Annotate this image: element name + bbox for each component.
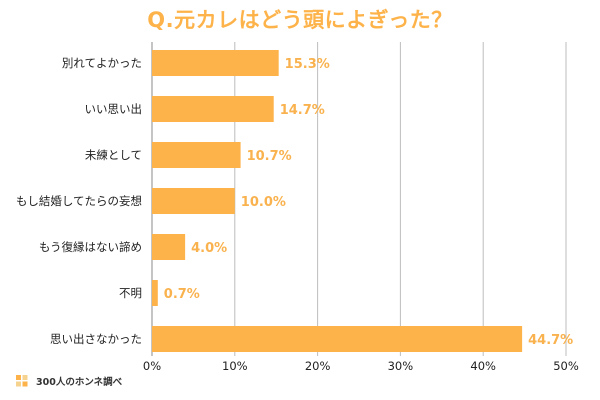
x-axis-ticks: 0% 10% 20% 30% 40% 50% xyxy=(143,359,579,373)
data-label: 10.7% xyxy=(247,149,292,164)
x-tick-label: 20% xyxy=(305,359,331,373)
brand-logo-icon xyxy=(16,375,28,387)
bar xyxy=(152,188,235,214)
category-label: 思い出さなかった xyxy=(50,332,142,346)
bar xyxy=(152,96,274,122)
x-tick-label: 40% xyxy=(470,359,496,373)
x-tick-label: 10% xyxy=(222,359,248,373)
category-label: もし結婚してたらの妄想 xyxy=(16,194,142,208)
data-label: 4.0% xyxy=(191,241,227,256)
bar xyxy=(152,280,158,306)
source-credit: 300人のホンネ調べ xyxy=(16,374,122,388)
bar xyxy=(152,50,279,76)
bar xyxy=(152,234,186,260)
bar xyxy=(152,142,241,168)
category-label: 別れてよかった xyxy=(62,56,142,70)
data-label: 10.0% xyxy=(241,195,286,210)
data-label: 15.3% xyxy=(285,57,330,72)
source-text: 300人のホンネ調べ xyxy=(36,377,123,388)
x-tick-label: 0% xyxy=(143,359,161,373)
x-tick-label: 50% xyxy=(553,359,579,373)
category-label: もう復縁はない諦め xyxy=(39,240,142,254)
chart-title: Q.元カレはどう頭によぎった？ xyxy=(147,8,453,32)
category-label: いい思い出 xyxy=(85,102,143,116)
category-label: 未練として xyxy=(85,148,142,162)
labels: 別れてよかった 15.3% いい思い出 14.7% 未練として 10.7% もし結婚してたら… xyxy=(16,56,573,348)
category-label: 不明 xyxy=(119,286,142,300)
x-tick-label: 30% xyxy=(388,359,414,373)
data-label: 44.7% xyxy=(528,333,573,348)
data-label: 14.7% xyxy=(280,103,325,118)
bar xyxy=(152,326,523,352)
bars xyxy=(152,50,523,352)
data-label: 0.7% xyxy=(164,287,200,302)
